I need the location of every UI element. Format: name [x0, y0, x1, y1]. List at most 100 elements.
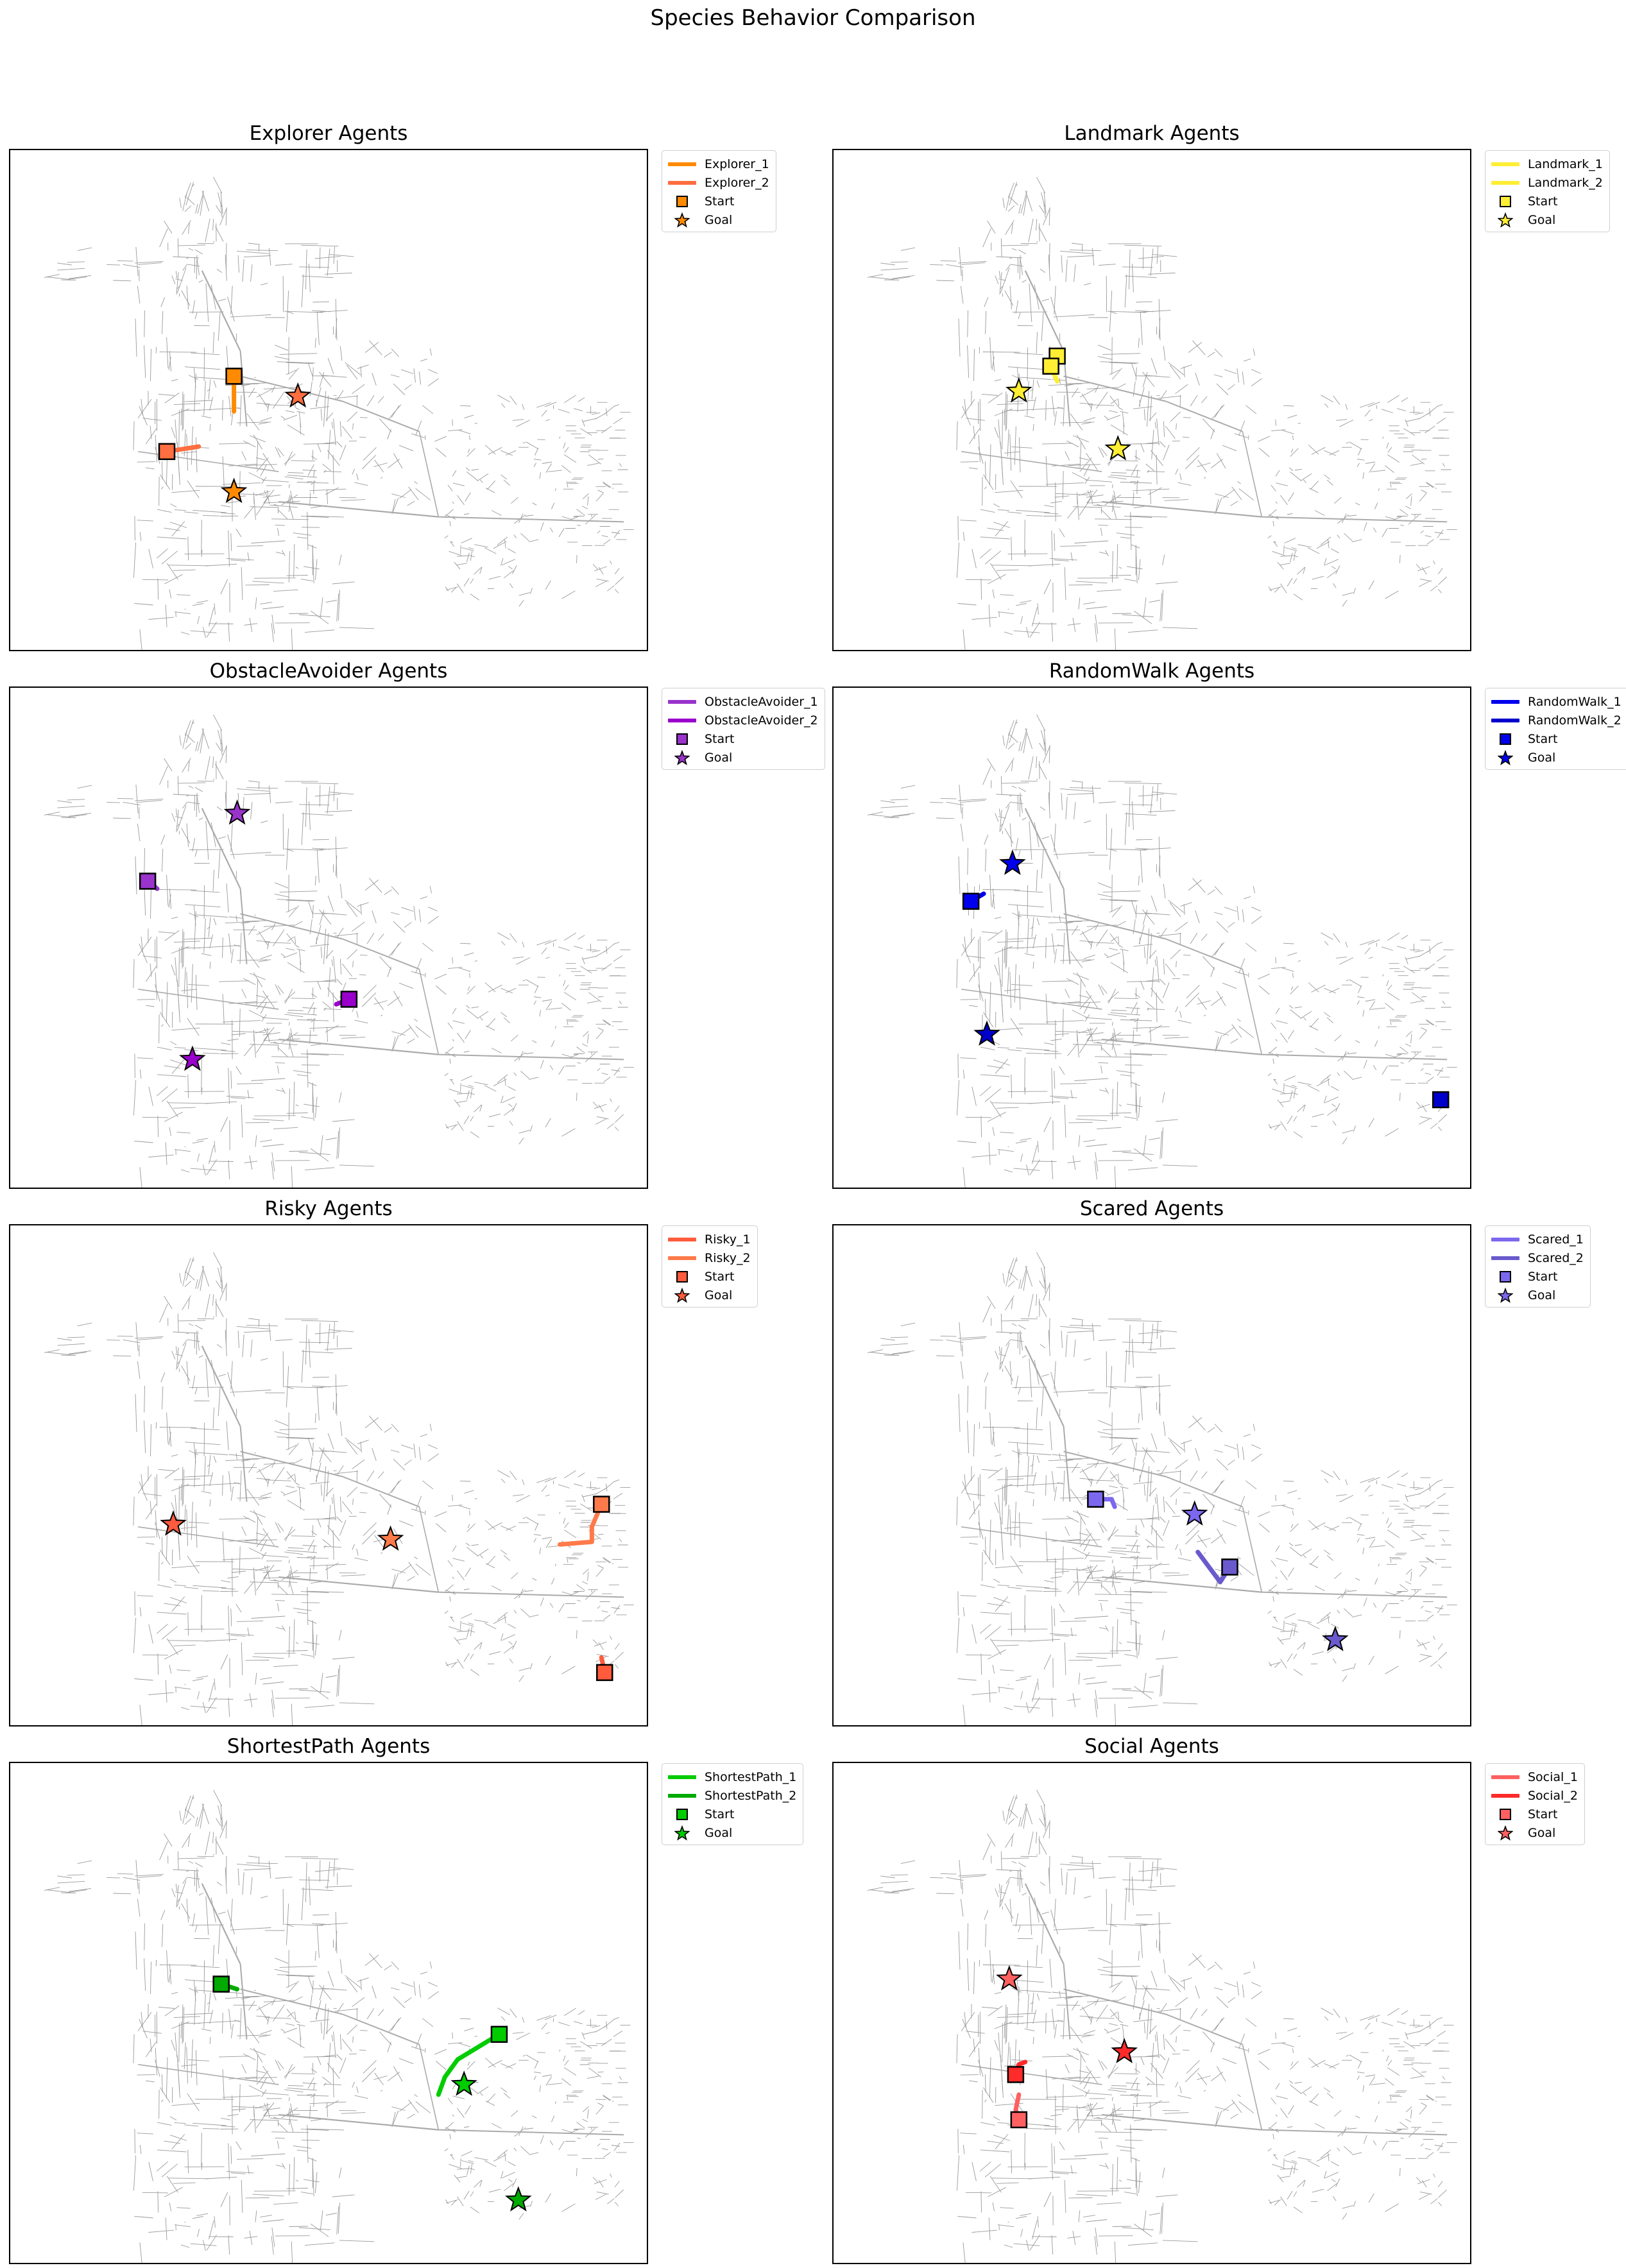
map-axes	[9, 1224, 648, 1727]
legend-symbol	[1491, 729, 1520, 748]
legend-symbol	[1491, 173, 1520, 192]
legend-label: Start	[1528, 194, 1558, 209]
legend-symbol	[667, 1230, 697, 1249]
goal-marker-1	[223, 799, 251, 825]
street-network	[44, 176, 634, 650]
legend-line-swatch	[1491, 1793, 1519, 1798]
legend-line-swatch	[668, 1793, 696, 1798]
map-canvas	[44, 714, 634, 1188]
legend-label: Goal	[1528, 212, 1556, 227]
legend-label: Start	[705, 194, 735, 209]
legend-line-swatch	[668, 1775, 696, 1779]
legend-entry: Social_1	[1491, 1768, 1578, 1786]
goal-marker-2	[1104, 435, 1132, 461]
legend-symbol	[1491, 1786, 1520, 1805]
legend-entry: Risky_2	[667, 1249, 751, 1267]
legend-symbol	[667, 729, 697, 748]
legend-entry: Goal	[667, 748, 818, 767]
map-canvas	[867, 714, 1457, 1188]
legend: Explorer_1 Explorer_2 Start Goal	[662, 150, 776, 232]
map-axes	[9, 1762, 648, 2264]
legend-line-swatch	[668, 1256, 696, 1260]
legend-label: Start	[1528, 1269, 1558, 1284]
legend-symbol	[1491, 1768, 1520, 1786]
legend-line-swatch	[1491, 1775, 1519, 1779]
legend-label: Explorer_1	[705, 157, 769, 171]
legend-label: Risky_2	[705, 1250, 751, 1265]
legend-label: Goal	[705, 1825, 733, 1840]
legend-line-swatch	[668, 718, 696, 722]
legend-label: ShortestPath_1	[705, 1769, 797, 1784]
legend-star-swatch	[1498, 1287, 1513, 1303]
legend-line-swatch	[1491, 1256, 1519, 1260]
start-marker-1	[139, 873, 157, 890]
goal-marker-1	[999, 849, 1026, 875]
legend-star-swatch	[674, 212, 690, 228]
map-canvas	[867, 1789, 1457, 2263]
legend-line-swatch	[668, 1237, 696, 1241]
goal-marker-2	[284, 382, 312, 408]
legend-symbol	[667, 192, 697, 210]
legend-line-swatch	[1491, 162, 1519, 166]
legend-line-swatch	[1491, 180, 1519, 185]
legend: ObstacleAvoider_1 ObstacleAvoider_2 Start G…	[662, 688, 825, 770]
legend-label: Social_2	[1528, 1788, 1578, 1803]
panel-title: ShortestPath Agents	[227, 1735, 431, 1758]
legend-line-swatch	[668, 180, 696, 185]
legend-label: Landmark_1	[1528, 157, 1603, 171]
legend: Risky_1 Risky_2 Start Goal	[662, 1225, 758, 1308]
legend-line-swatch	[668, 162, 696, 166]
panel-title: Landmark Agents	[1064, 122, 1240, 145]
goal-marker-1	[220, 477, 248, 504]
legend-star-swatch	[1498, 1825, 1513, 1841]
legend: Social_1 Social_2 Start Goal	[1485, 1763, 1585, 1845]
legend-label: Social_1	[1528, 1769, 1578, 1784]
map-axes	[9, 149, 648, 651]
legend: Landmark_1 Landmark_2 Start Goal	[1485, 150, 1610, 232]
panel-title: RandomWalk Agents	[1048, 660, 1255, 683]
map-axes	[832, 1762, 1471, 2264]
legend-entry: ShortestPath_2	[667, 1786, 796, 1805]
panel-title: Scared Agents	[1079, 1197, 1224, 1220]
legend-entry: RandomWalk_2	[1491, 711, 1622, 729]
route-line-2	[558, 1502, 604, 1547]
legend-label: Landmark_2	[1528, 175, 1603, 190]
start-marker-2	[1221, 1558, 1238, 1576]
map-axes	[832, 1224, 1471, 1727]
start-marker-2	[158, 443, 176, 461]
legend-square-swatch	[676, 195, 688, 207]
legend-symbol	[1491, 155, 1520, 173]
street-network	[867, 176, 1457, 650]
goal-marker-2	[377, 1525, 404, 1551]
start-marker-2	[1007, 2066, 1025, 2083]
panel-title: Social Agents	[1084, 1735, 1219, 1758]
map-canvas	[867, 176, 1457, 650]
legend-symbol	[1491, 1249, 1520, 1267]
legend-line-swatch	[1491, 1237, 1519, 1241]
legend-entry: Goal	[667, 210, 769, 229]
start-marker-1	[596, 1664, 613, 1682]
legend-entry: ObstacleAvoider_1	[667, 692, 818, 711]
legend-label: Goal	[705, 1288, 733, 1302]
legend-label: Scared_2	[1528, 1250, 1584, 1265]
goal-marker-1	[160, 1510, 187, 1536]
legend-label: Scared_1	[1528, 1232, 1584, 1247]
legend-label: Goal	[1528, 750, 1556, 765]
legend-entry: Start	[1491, 1267, 1584, 1286]
legend-entry: Start	[1491, 729, 1622, 748]
street-network	[44, 1789, 634, 2263]
legend-line-swatch	[1491, 699, 1519, 704]
map-canvas	[44, 176, 634, 650]
legend-entry: Landmark_2	[1491, 173, 1603, 192]
legend-entry: Goal	[1491, 1286, 1584, 1304]
legend-entry: Start	[667, 1805, 796, 1823]
legend-line-swatch	[1491, 718, 1519, 722]
legend-star-swatch	[1498, 749, 1513, 765]
legend-square-swatch	[676, 1808, 688, 1820]
legend-star-swatch	[674, 749, 690, 765]
legend-symbol	[667, 692, 697, 711]
legend-entry: Social_2	[1491, 1786, 1578, 1805]
legend-label: RandomWalk_2	[1528, 713, 1622, 728]
legend-entry: ShortestPath_1	[667, 1768, 796, 1786]
legend-symbol	[667, 1286, 697, 1304]
